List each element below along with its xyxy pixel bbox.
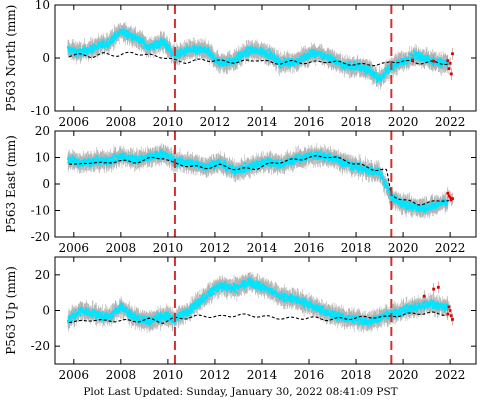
recent-point-north-6 <box>432 59 436 63</box>
y-tick-label-north-0: -10 <box>31 104 50 118</box>
x-tick-label-east-2: 2010 <box>153 241 184 255</box>
plot-frame-east <box>54 130 477 238</box>
x-tick-label-east-6: 2018 <box>341 241 372 255</box>
recent-point-up-7 <box>422 294 426 298</box>
daily-positions-north <box>67 27 449 83</box>
x-tick-label-north-8: 2022 <box>435 115 466 129</box>
recent-point-north-2 <box>447 67 451 70</box>
recent-point-up-3 <box>451 318 454 321</box>
plot-area-north <box>67 22 454 90</box>
daily-positions-east <box>67 149 449 214</box>
x-tick-label-east-5: 2016 <box>294 241 325 255</box>
x-tick-label-north-4: 2014 <box>247 115 278 129</box>
x-tick-label-up-2: 2010 <box>153 368 184 382</box>
panel-up: -20 0 20 2006 2008 2010 2012 2014 2016 2018 2020 20… <box>4 256 477 382</box>
x-tick-label-north-2: 2010 <box>153 115 184 129</box>
recent-point-north-3 <box>451 52 454 56</box>
x-tick-label-up-7: 2020 <box>388 368 419 382</box>
x-tick-label-north-3: 2012 <box>200 115 231 129</box>
y-tick-label-north-1: 0 <box>42 51 50 65</box>
recent-point-up-0 <box>448 309 452 312</box>
x-tick-label-up-5: 2016 <box>294 368 325 382</box>
x-tick-label-east-7: 2020 <box>388 241 419 255</box>
y-tick-label-east-4: 20 <box>35 124 50 138</box>
x-tick-label-up-4: 2014 <box>247 368 278 382</box>
recent-point-north-1 <box>449 72 453 76</box>
y-tick-label-up-1: 0 <box>42 304 50 318</box>
x-tick-label-up-1: 2008 <box>106 368 137 382</box>
recent-point-up-6 <box>436 285 440 289</box>
panel-east: -20 -10 0 10 20 2006 2008 2010 2012 2014 2016 2018 2… <box>4 124 477 255</box>
y-tick-label-east-2: 0 <box>42 177 50 191</box>
recent-point-east-3 <box>451 197 454 200</box>
trend-model-up <box>69 311 452 324</box>
y-tick-label-east-3: 10 <box>35 151 50 165</box>
x-tick-label-north-0: 2006 <box>59 115 90 129</box>
recent-point-up-5 <box>432 287 436 291</box>
x-tick-label-up-6: 2018 <box>341 368 372 382</box>
recent-point-up-1 <box>449 314 453 318</box>
recent-point-east-2 <box>447 194 451 198</box>
y-tick-label-up-2: 20 <box>35 268 50 282</box>
daily-positions-up <box>67 277 449 327</box>
plot-area-east <box>67 142 454 220</box>
recent-point-east-4 <box>446 191 450 195</box>
y-axis-label-up: P563 Up (mm) <box>4 266 18 355</box>
y-tick-label-east-0: -20 <box>31 230 50 244</box>
recent-point-north-4 <box>446 59 450 63</box>
x-tick-label-up-3: 2012 <box>200 368 231 382</box>
x-tick-label-east-1: 2008 <box>106 241 137 255</box>
x-tick-label-east-3: 2012 <box>200 241 231 255</box>
recent-point-north-5 <box>411 58 414 62</box>
recent-point-north-0 <box>448 61 452 65</box>
y-axis-label-east: P563 East (mm) <box>4 135 18 233</box>
trend-model-north <box>68 51 452 67</box>
recent-point-up-2 <box>447 305 451 309</box>
trend-model-east <box>69 155 452 206</box>
x-tick-label-north-6: 2018 <box>341 115 372 129</box>
x-tick-label-north-5: 2016 <box>294 115 325 129</box>
plot-area-up <box>67 272 454 333</box>
x-tick-label-up-8: 2022 <box>435 368 466 382</box>
panel-north: -10 0 10 2006 2008 2010 2012 2014 2016 2018 2020 20… <box>4 0 477 129</box>
y-tick-label-north-2: 10 <box>35 0 50 12</box>
x-tick-label-up-0: 2006 <box>59 368 90 382</box>
y-tick-label-up-0: -20 <box>31 339 50 353</box>
y-axis-label-north: P563 North (mm) <box>4 5 18 112</box>
x-tick-label-east-0: 2006 <box>59 241 90 255</box>
y-tick-label-east-1: -10 <box>31 204 50 218</box>
recent-point-up-4 <box>446 312 450 316</box>
x-tick-label-east-8: 2022 <box>435 241 466 255</box>
x-tick-label-east-4: 2014 <box>247 241 278 255</box>
x-tick-label-north-1: 2008 <box>106 115 137 129</box>
x-tick-label-north-7: 2020 <box>388 115 419 129</box>
plot-last-updated: Plot Last Updated: Sunday, January 30, 2… <box>83 386 398 398</box>
